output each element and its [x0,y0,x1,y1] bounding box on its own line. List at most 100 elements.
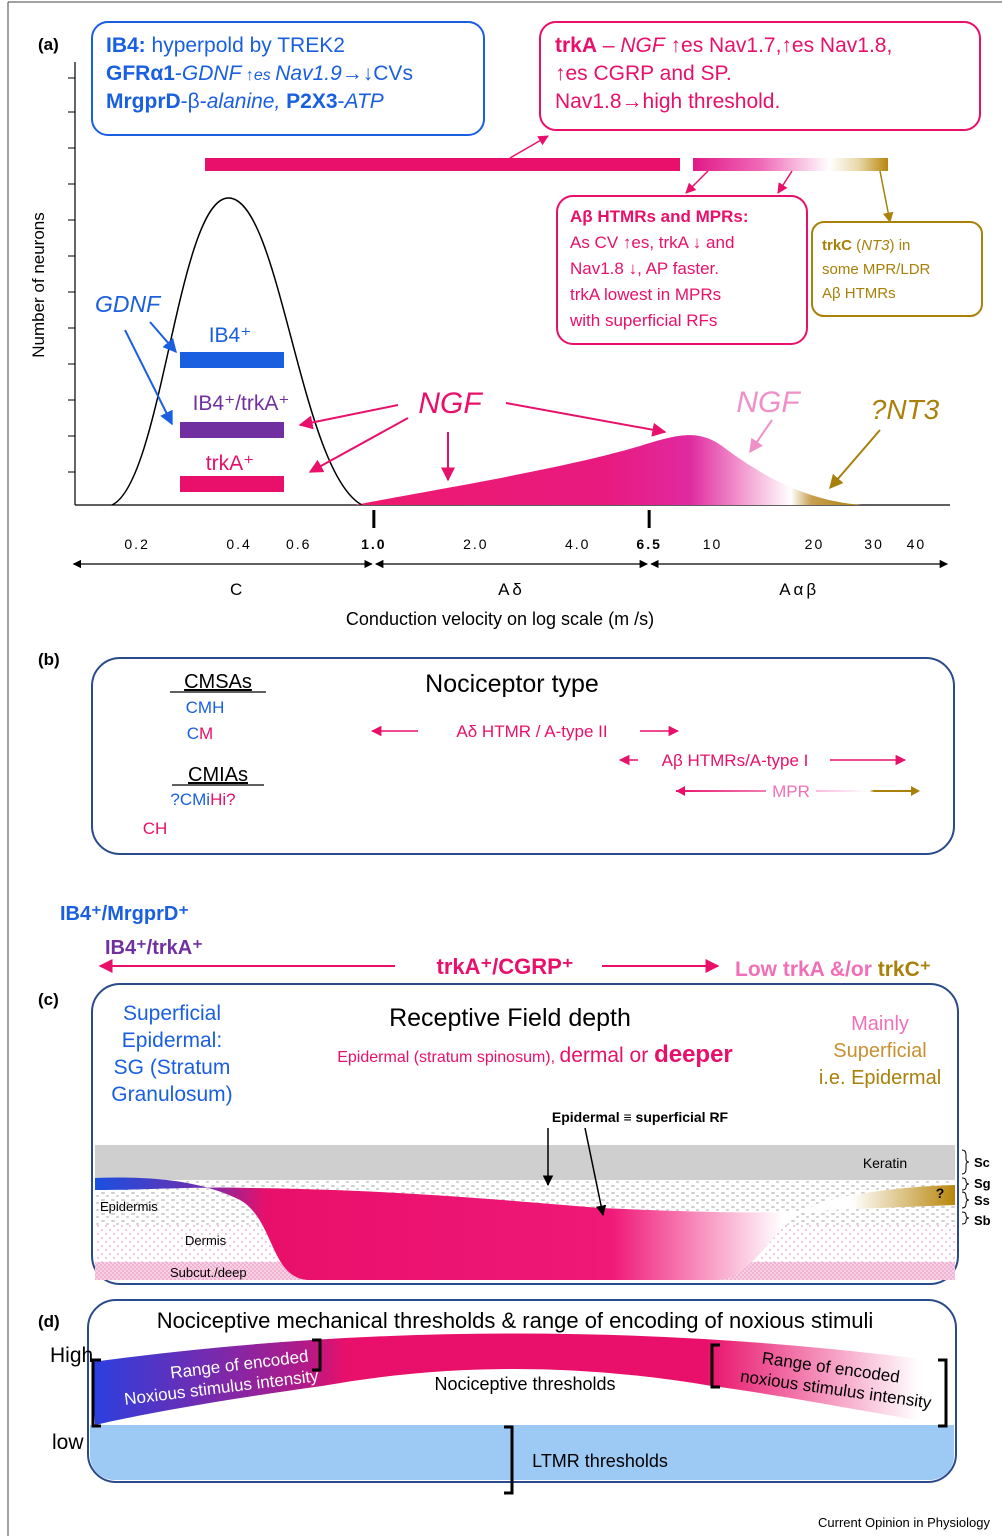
text-segment: Aβ HTMRs [822,285,896,302]
text-segment: alanine, [207,90,281,113]
arrow [506,403,665,432]
ib4-line: IB4: hyperpold by TREK2 [106,34,345,57]
mainly-line: Superficial [833,1040,926,1062]
panel-a: (a) IB4: hyperpold by TREK2 GFRα1-GDNF ↑… [29,22,982,629]
marker-label: Low trkA &/or trkC⁺ [735,958,931,981]
cmia-type: ?CMiHi? [170,790,235,809]
abeta-line: with superficial RFs [569,311,717,330]
text-segment: trkC⁺ [878,958,931,981]
panel-b: (b) CMSAs CMH CM CMIAs ?CMiHi? CH Nocice… [38,650,954,854]
panel-label: (a) [38,35,59,54]
x-tick-label: 10 [703,536,723,552]
panel-title: Nociceptive mechanical thresholds & rang… [157,1308,874,1333]
stratum-label: Sb [974,1213,991,1228]
gdnf-label: GDNF [95,291,162,317]
text-segment: M [199,724,213,743]
mainly-line: Mainly [851,1013,909,1035]
panel-label: (c) [38,990,59,1009]
text-segment: IB4: [106,34,146,57]
cmias-label: CMIAs [188,764,248,786]
class-label: Aαβ [779,580,819,599]
panel-d: (d) Nociceptive mechanical thresholds & … [38,1300,956,1493]
population-label: IB4⁺ [209,324,252,347]
keratin-layer [95,1145,955,1180]
class-label: C [230,580,245,599]
arrow [686,171,708,193]
superficial-line: Epidermal: [122,1029,222,1052]
text-segment: NGF [620,34,666,57]
panel-title: Receptive Field depth [389,1004,631,1032]
text-segment: →↓CVs [342,62,413,85]
type-range-label: Aδ HTMR / A-type II [456,722,607,741]
type-range-label: MPR [772,782,810,801]
text-segment: MrgprD [106,90,181,113]
ib4-line: MrgprD-β-alanine, P2X3-ATP [106,90,384,113]
text-segment: trkC [822,237,852,254]
panel-c: (c) Superficial Epidermal: SG (Stratum G… [38,984,991,1284]
marker-row: IB4⁺/MrgprD⁺ IB4⁺/trkA⁺ trkA⁺/CGRP⁺ Low … [60,903,931,981]
superficial-line: Superficial [123,1002,221,1025]
population-bar [180,422,284,438]
layer-label: Keratin [863,1155,907,1171]
a-fiber-distribution [355,435,862,505]
ngf-label: NGF [418,387,483,420]
ngf-label: NGF [736,386,801,419]
trka-range-bar [205,158,680,171]
text-segment: hyperpold by TREK2 [146,34,345,57]
text-segment: ↑es Nav1.7,↑es Nav1.8, [665,34,893,57]
trkc-line: some MPR/LDR [822,261,931,278]
brace [962,1192,969,1208]
trkc-line: Aβ HTMRs [822,285,896,302]
text-segment: Low trkA &/or [735,958,878,981]
trka-line: Nav1.8→high threshold. [555,90,780,113]
stratum-label: Ss [974,1193,990,1208]
arrow [778,171,792,193]
gradient-range-bar [693,158,888,171]
x-tick-label: 20 [805,536,825,552]
panel-title: Nociceptor type [425,670,599,698]
arrow [750,420,772,452]
brace [962,1178,969,1190]
trka-line: ↑es CGRP and SP. [555,62,732,85]
x-tick-label: 4.0 [565,536,590,552]
rf-note: Epidermal ≡ superficial RF [552,1109,729,1125]
stratum-label: Sg [974,1176,991,1191]
level-label: High [50,1344,93,1367]
marker-label: IB4⁺/MrgprD⁺ [60,903,189,925]
text-segment: CH [143,819,168,838]
population-bar [180,476,284,492]
x-tick-label: 2.0 [463,536,488,552]
abeta-line: Aβ HTMRs and MPRs: [570,207,749,226]
y-axis-label: Number of neurons [29,212,48,358]
text-segment: Epidermal (stratum spinosum), [337,1049,559,1066]
layer-label: Subcut./deep [170,1265,247,1280]
text-segment: ( [852,237,861,254]
stratum-label: Sc [974,1155,990,1170]
question-mark: ? [936,1185,945,1201]
arrow [300,405,398,425]
x-axis-label: Conduction velocity on log scale (m /s) [346,609,654,629]
y-axis-ticks [68,78,75,472]
text-segment: -β- [181,90,207,113]
text-segment: – [597,34,620,57]
superficial-line: SG (Stratum [114,1056,231,1079]
text-segment: NT3 [861,237,890,254]
layer-label: Dermis [185,1233,227,1248]
x-tick-label: 0.6 [286,536,311,552]
mainly-line: i.e. Epidermal [819,1067,941,1089]
arrow [125,330,172,424]
text-segment: dermal or [560,1044,655,1067]
nt3-label: ?NT3 [871,394,940,425]
marker-label: IB4⁺/trkA⁺ [105,937,203,959]
text-segment: GDNF [182,62,243,85]
text-segment: GFRα1 [106,62,175,85]
text-segment: trkA [555,34,597,57]
population-label: IB4⁺/trkA⁺ [193,392,290,415]
text-segment: ↑es CGRP and SP. [555,62,732,85]
text-segment: Hi? [210,790,236,809]
abeta-line: Nav1.8 ↓, AP faster. [570,259,719,278]
page: { "panel_a": { "label": "(a)", "ib4_box"… [0,0,1002,1536]
brace [962,1150,969,1174]
text-segment: ) in [890,237,911,254]
layer-label: Epidermis [100,1199,158,1214]
